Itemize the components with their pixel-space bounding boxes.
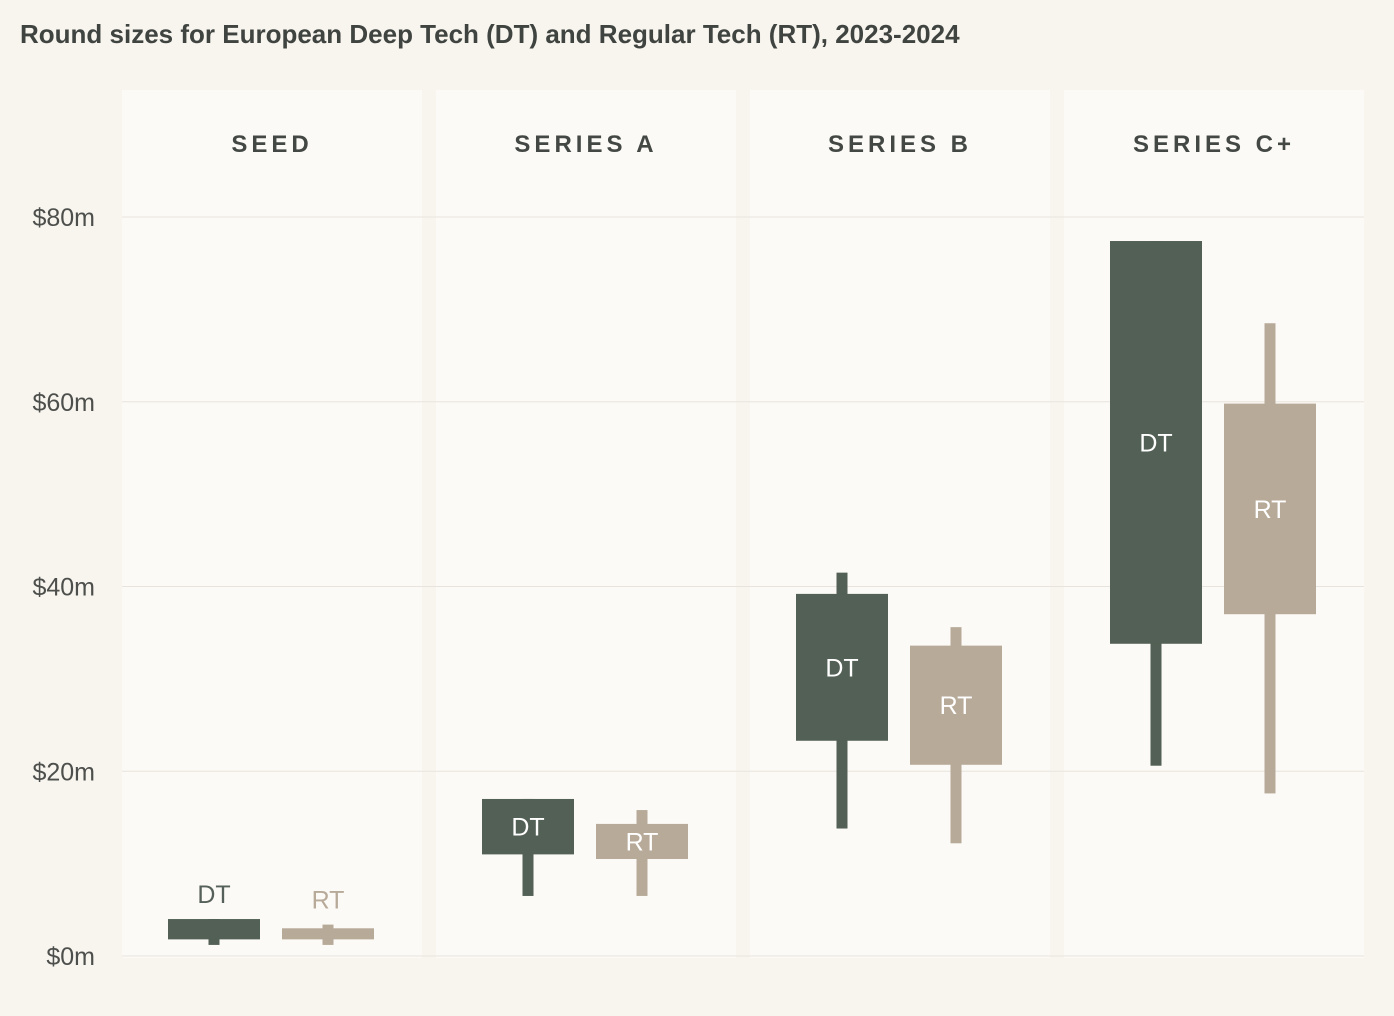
y-tick-label-0: $0m <box>46 943 95 971</box>
box-series-c-dt: DT <box>1110 241 1202 766</box>
y-tick-label-20: $20m <box>32 758 95 786</box>
box-body-series-b-dt <box>796 593 888 741</box>
box-seed-dt: DT <box>168 881 260 945</box>
panel-series-a-background <box>436 90 736 958</box>
panel-series-b-background <box>750 90 1050 958</box>
panel-seed-background <box>122 90 422 958</box>
box-body-series-c-dt <box>1110 241 1202 644</box>
label-seed-dt: DT <box>197 881 230 909</box>
label-series-a-rt: RT <box>626 828 659 856</box>
box-body-seed-rt <box>282 928 374 940</box>
box-series-a-rt: RT <box>596 810 688 896</box>
y-tick-label-60: $60m <box>32 389 95 417</box>
label-series-c-rt: RT <box>1254 496 1287 524</box>
box-body-seed-dt <box>168 919 260 940</box>
box-body-series-c-rt <box>1224 403 1316 615</box>
y-tick-label-40: $40m <box>32 574 95 602</box>
label-series-a-dt: DT <box>511 814 544 842</box>
panel-title-series-a: SERIES A <box>514 131 657 158</box>
box-body-series-a-dt <box>482 798 574 855</box>
box-series-b-rt: RT <box>910 627 1002 844</box>
box-series-c-rt: RT <box>1224 323 1316 794</box>
panel-title-series-b: SERIES B <box>828 131 972 158</box>
y-axis: $0m $20m $40m $60m $80m <box>32 204 95 971</box>
panel-title-series-c: SERIES C+ <box>1133 131 1295 158</box>
chart-title: Round sizes for European Deep Tech (DT) … <box>20 19 960 49</box>
box-series-a-dt: DT <box>482 798 574 896</box>
panels-layer: SEED SERIES A SERIES B SERIES C+ <box>122 90 1364 958</box>
y-tick-label-80: $80m <box>32 204 95 232</box>
label-series-c-dt: DT <box>1139 429 1172 457</box>
box-body-series-b-rt <box>910 645 1002 765</box>
panel-title-seed: SEED <box>231 131 312 158</box>
box-seed-rt: RT <box>282 887 374 945</box>
label-series-b-rt: RT <box>940 692 973 720</box>
label-seed-rt: RT <box>312 887 345 915</box>
box-plots: DT RT DT RT DT RT DT RT <box>168 241 1316 945</box>
label-series-b-dt: DT <box>825 654 858 682</box>
box-series-b-dt: DT <box>796 572 888 829</box>
panel-series-c-background <box>1064 90 1364 958</box>
box-body-series-a-rt <box>596 823 688 860</box>
